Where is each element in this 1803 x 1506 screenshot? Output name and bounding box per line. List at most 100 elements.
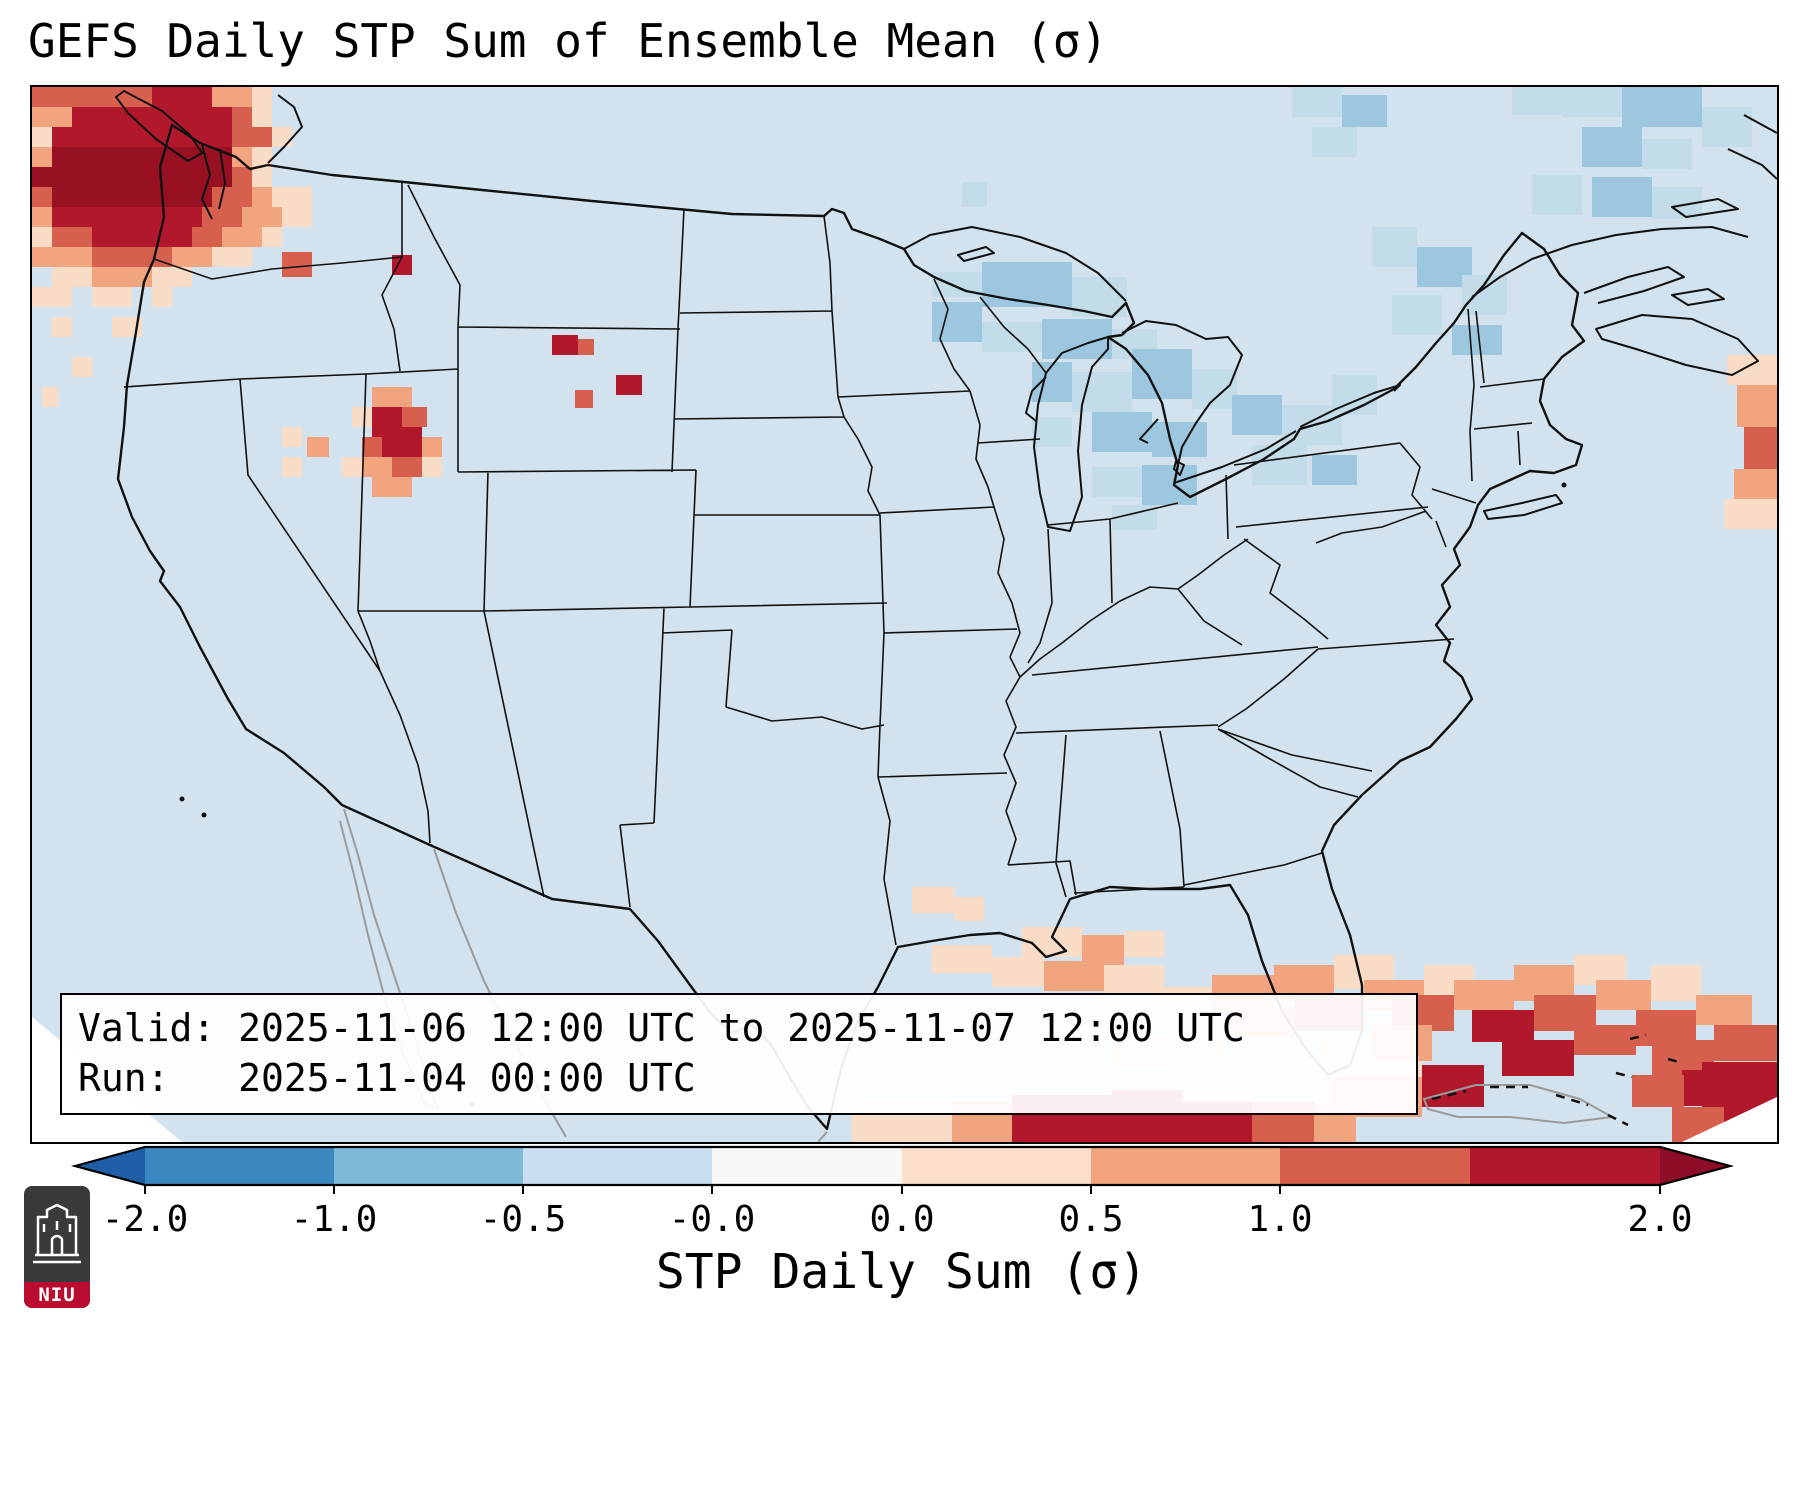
heat-cell: [382, 427, 422, 457]
heat-cell: [52, 227, 92, 247]
colorbar-segment: [1091, 1147, 1280, 1185]
heat-cell: [242, 207, 282, 227]
heat-cell: [1714, 1025, 1777, 1061]
heat-cell: [52, 267, 92, 287]
heat-cell: [52, 187, 212, 207]
heat-cell: [252, 147, 272, 167]
heat-cell: [152, 267, 192, 287]
heat-cell: [212, 247, 252, 267]
heat-cell: [232, 127, 272, 147]
heat-cell: [932, 302, 982, 342]
heat-cell: [392, 457, 422, 477]
heat-cell: [372, 477, 412, 497]
map-background: [32, 87, 1777, 1142]
heat-cell: [252, 167, 272, 187]
heat-cell: [342, 457, 362, 477]
colorbar: -2.0 -1.0 -0.5 -0.0 0.0 0.5 1.0 2.0: [70, 1145, 1735, 1239]
heat-cell: [1044, 961, 1104, 991]
heat-cell: [1312, 455, 1357, 485]
heat-cell: [52, 207, 202, 227]
heat-cell: [112, 317, 142, 337]
heat-cell: [1574, 1025, 1636, 1055]
heat-cell: [282, 457, 302, 477]
heat-cell: [282, 427, 302, 447]
colorbar-tick-label: -1.0: [291, 1199, 378, 1239]
colorbar-tick-label: -0.0: [669, 1199, 756, 1239]
heat-cell: [402, 407, 427, 427]
heat-cell: [42, 387, 58, 407]
heat-cell: [1342, 95, 1387, 127]
heat-cell: [152, 287, 172, 307]
colorbar-label: STP Daily Sum (σ): [655, 1244, 1148, 1300]
cuba-coastline: [1423, 1084, 1613, 1124]
heat-cell: [1312, 127, 1357, 157]
heatmap-cells: [32, 87, 1777, 1142]
heat-cell: [32, 127, 52, 147]
heat-cell: [362, 457, 392, 477]
us-map: [32, 87, 1777, 1142]
heat-cell: [575, 390, 593, 408]
heat-cell: [52, 147, 232, 167]
niu-building-icon: [33, 1203, 81, 1264]
great-lakes: [903, 226, 1563, 532]
heat-cell: [52, 317, 72, 337]
heat-cell: [202, 207, 242, 227]
colorbar-segment: [1280, 1147, 1470, 1185]
heat-cell: [1292, 87, 1342, 117]
heat-cell: [1696, 995, 1752, 1025]
colorbar-tick-label: 0.0: [869, 1199, 934, 1239]
heat-cell: [1744, 427, 1777, 469]
heat-cell: [282, 252, 312, 277]
heat-cell: [992, 957, 1044, 987]
colorbar-tick-label: 0.5: [1058, 1199, 1123, 1239]
heat-cell: [1472, 1010, 1534, 1042]
heat-cell: [252, 187, 272, 207]
heat-cell: [1152, 422, 1207, 457]
heat-cell: [1502, 1040, 1574, 1076]
colorbar-right-arrow: [1660, 1147, 1730, 1185]
heat-cell: [552, 335, 578, 355]
heat-cell: [222, 227, 262, 247]
heat-cell: [72, 107, 232, 127]
heat-cell: [352, 407, 372, 427]
heat-cell: [232, 107, 252, 127]
heat-cell: [92, 247, 172, 267]
heat-cell: [982, 262, 1072, 307]
heat-cell: [1124, 931, 1164, 957]
info-box: Valid: 2025-11-06 12:00 UTC to 2025-11-0…: [60, 993, 1418, 1115]
heat-cell: [307, 437, 329, 457]
heat-cell: [92, 267, 152, 287]
valid-time-text: Valid: 2025-11-06 12:00 UTC to 2025-11-0…: [78, 1006, 1245, 1050]
heat-cell: [282, 207, 312, 227]
colorbar-segment: [902, 1147, 1091, 1185]
page-title: GEFS Daily STP Sum of Ensemble Mean (σ): [28, 14, 1109, 68]
heat-cell: [1582, 127, 1642, 167]
cuba-dashes: [1431, 1033, 1683, 1127]
heat-cell: [262, 227, 282, 247]
heat-cell: [32, 187, 52, 207]
heat-cell: [32, 287, 72, 307]
heat-cell: [422, 457, 442, 477]
heat-cell: [212, 87, 252, 107]
heat-cell: [1512, 87, 1562, 115]
heat-cell: [1462, 275, 1507, 315]
heat-cell: [1632, 1075, 1684, 1107]
map-panel: Valid: 2025-11-06 12:00 UTC to 2025-11-0…: [30, 85, 1779, 1144]
heat-cell: [1452, 325, 1502, 355]
heat-cell: [1737, 385, 1777, 427]
heat-cell: [1642, 139, 1692, 169]
heat-cell: [1724, 499, 1777, 529]
us-outline: [116, 123, 1586, 1131]
heat-cell: [372, 387, 412, 407]
heat-cell: [1192, 369, 1237, 409]
heat-cell: [1622, 87, 1702, 127]
heat-cell: [172, 247, 212, 267]
colorbar-tick-label: 1.0: [1247, 1199, 1312, 1239]
heat-cell: [1092, 467, 1142, 497]
heat-cell: [1232, 395, 1282, 435]
run-time-text: Run: 2025-11-04 00:00 UTC: [78, 1056, 696, 1100]
heat-cell: [954, 897, 984, 921]
state-borders: [123, 183, 1545, 946]
heat-cell: [1734, 469, 1777, 499]
heat-cell: [912, 887, 954, 913]
